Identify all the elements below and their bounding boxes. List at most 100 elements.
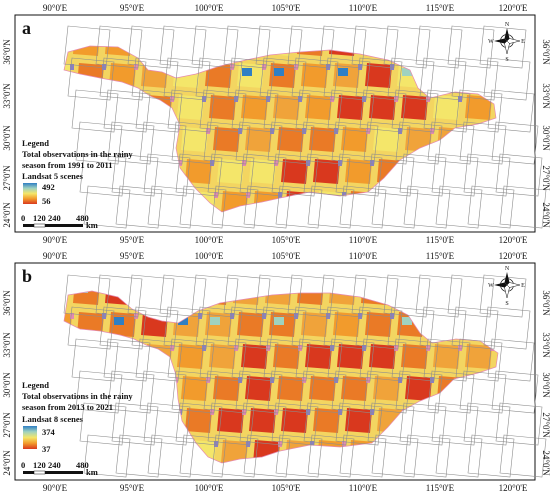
overlap-cell [270,128,274,134]
scene-cell [73,46,100,56]
lon-label: 105°0'E [272,3,301,13]
scene-footprint [451,57,499,101]
scene-footprint [335,153,383,197]
lon-label: 110°0'E [349,3,378,13]
scene-footprint [267,121,315,165]
scene-footprint [191,25,239,69]
scene-cell [309,127,336,152]
high-observation-cell [178,317,188,325]
scene-footprint [267,370,315,414]
scene-footprint [223,274,271,318]
lat-label: 33°0'N [2,332,12,358]
scene-footprint [383,274,431,318]
scene-footprint [135,338,183,382]
lon-label: 105°0'E [272,483,301,493]
scene-footprint [171,370,219,414]
scene-footprint [495,153,543,197]
high-observation-cell [274,317,284,325]
scene-cell [365,63,392,88]
scene-cell [217,159,244,184]
map-a-svg: 90°0'E 95°0'E 100°0'E 105°0'E 110°0'E 11… [2,3,550,245]
compass-w: W [488,283,494,289]
scene-footprint [83,185,131,229]
overlap-cell [358,64,362,70]
legend-max: 492 [42,182,55,192]
lon-label: 100°0'E [195,235,224,245]
overlap-cell [426,345,430,351]
north-arrow-icon: N S E W [488,22,525,63]
overlap-cell [230,313,234,319]
overlap-cell [306,409,310,415]
overlap-cell [242,409,246,415]
scene-footprint [359,89,407,133]
scene-footprint [287,274,335,318]
high-observation-cell [402,68,412,76]
scene-cell [209,344,236,369]
scene-cell [369,344,396,369]
scene-cell [313,159,340,184]
scene-footprint [467,434,515,478]
scene-footprint [199,338,247,382]
overlap-cell [274,160,278,166]
compass-n: N [505,266,510,272]
scene-cell [305,344,332,369]
lon-label: 95°0'E [120,3,145,13]
lat-label: 24°0'N [541,450,550,476]
scene-footprint [243,434,291,478]
overlap-cell [298,345,302,351]
lon-label: 90°0'E [43,483,68,493]
scene-footprint [435,185,483,229]
scene-footprint [179,185,227,229]
scene-footprint [323,306,371,350]
overlap-cell [278,441,282,447]
overlap-cell [298,96,302,102]
lat-label: 27°0'N [2,165,12,191]
scene-footprint [163,57,211,101]
scene-cell [217,408,244,433]
legend-min: 56 [42,196,51,206]
scene-footprint [403,434,451,478]
scene-footprint [127,25,175,69]
lon-label: 95°0'E [120,251,145,261]
scene-footprint [367,402,415,446]
scene-footprint [263,338,311,382]
scale-tick: 0 [21,213,25,223]
scene-footprint [203,370,251,414]
panel-letter: a [22,18,31,38]
high-observation-cell [402,317,412,325]
scene-footprint [307,185,355,229]
scene-footprint [495,402,543,446]
scene-cell [245,376,272,401]
scene-footprint [483,306,531,350]
overlap-cell [246,441,250,447]
overlap-cell [206,128,210,134]
scene-footprint [255,25,303,69]
lon-labels-bottom: 90°0'E 95°0'E 100°0'E 105°0'E 110°0'E 11… [43,483,528,493]
lon-label: 115°0'E [426,251,455,261]
legend-desc-line2: season from 2013 to 2021 [22,402,113,412]
lon-label: 115°0'E [426,3,455,13]
scene-footprint [107,121,155,165]
lon-label: 115°0'E [426,483,455,493]
scene-footprint [479,25,527,69]
scene-footprint [299,121,347,165]
high-observation-cell [242,68,252,76]
lon-label: 105°0'E [272,251,301,261]
scene-footprint [327,89,375,133]
scene-footprint [459,121,507,165]
high-observation-cell [210,317,220,325]
overlap-cell [302,128,306,134]
overlap-cell [178,160,182,166]
lat-label: 33°0'N [541,332,550,358]
scene-footprint [295,89,343,133]
scene-footprint [339,185,387,229]
overlap-cell [370,160,374,166]
scene-footprint [159,274,207,318]
scene-footprint [351,25,399,69]
scene-cell [405,376,432,401]
scene-cell [281,159,308,184]
scene-footprint [115,185,163,229]
lon-label: 95°0'E [120,235,145,245]
scene-cell [345,159,372,184]
overlap-cell [102,313,106,319]
